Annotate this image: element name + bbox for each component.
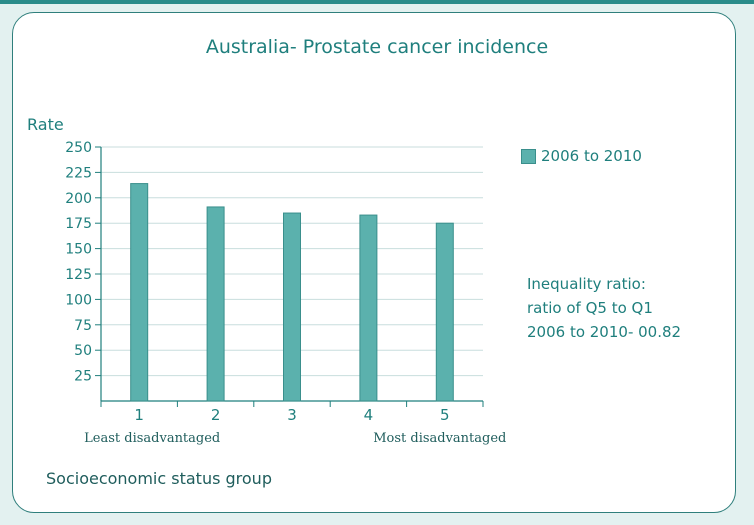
y-tick-label: 50 bbox=[74, 343, 92, 359]
bar bbox=[206, 206, 225, 402]
y-tick-label: 200 bbox=[65, 191, 92, 207]
legend: 2006 to 2010 bbox=[521, 147, 642, 165]
y-tick-label: 75 bbox=[74, 318, 92, 334]
y-tick-label: 250 bbox=[65, 140, 92, 156]
x-tick-label: 3 bbox=[287, 406, 297, 424]
legend-swatch bbox=[521, 148, 536, 164]
x-tick-label: 1 bbox=[134, 406, 144, 424]
y-tick-label: 125 bbox=[65, 267, 92, 283]
bar bbox=[130, 183, 149, 402]
y-tick-label: 100 bbox=[65, 292, 92, 308]
x-sublabel-most-disadvantaged: Most disadvantaged bbox=[373, 431, 506, 446]
y-tick-label: 225 bbox=[65, 165, 92, 181]
chart-title: Australia- Prostate cancer incidence bbox=[205, 36, 549, 58]
inequality-annotation: Inequality ratio: ratio of Q5 to Q1 2006… bbox=[527, 272, 681, 344]
y-tick-label: 175 bbox=[65, 216, 92, 232]
y-tick-label: 150 bbox=[65, 242, 92, 258]
inequality-line-1: Inequality ratio: bbox=[527, 275, 646, 293]
top-accent-rule bbox=[0, 0, 754, 4]
y-tick-label: 25 bbox=[74, 369, 92, 385]
x-tick-label: 2 bbox=[211, 406, 221, 424]
inequality-line-2: ratio of Q5 to Q1 bbox=[527, 299, 653, 317]
inequality-line-3: 2006 to 2010- 00.82 bbox=[527, 323, 682, 341]
y-axis-label: Rate bbox=[27, 115, 64, 134]
x-tick-label: 5 bbox=[440, 406, 450, 424]
x-axis-title: Socioeconomic status group bbox=[46, 469, 272, 488]
x-tick-label: 4 bbox=[364, 406, 374, 424]
bar bbox=[283, 212, 301, 402]
bar bbox=[435, 222, 454, 402]
x-sublabel-least-disadvantaged: Least disadvantaged bbox=[84, 431, 220, 446]
legend-label: 2006 to 2010 bbox=[541, 147, 642, 165]
bar bbox=[359, 214, 378, 402]
